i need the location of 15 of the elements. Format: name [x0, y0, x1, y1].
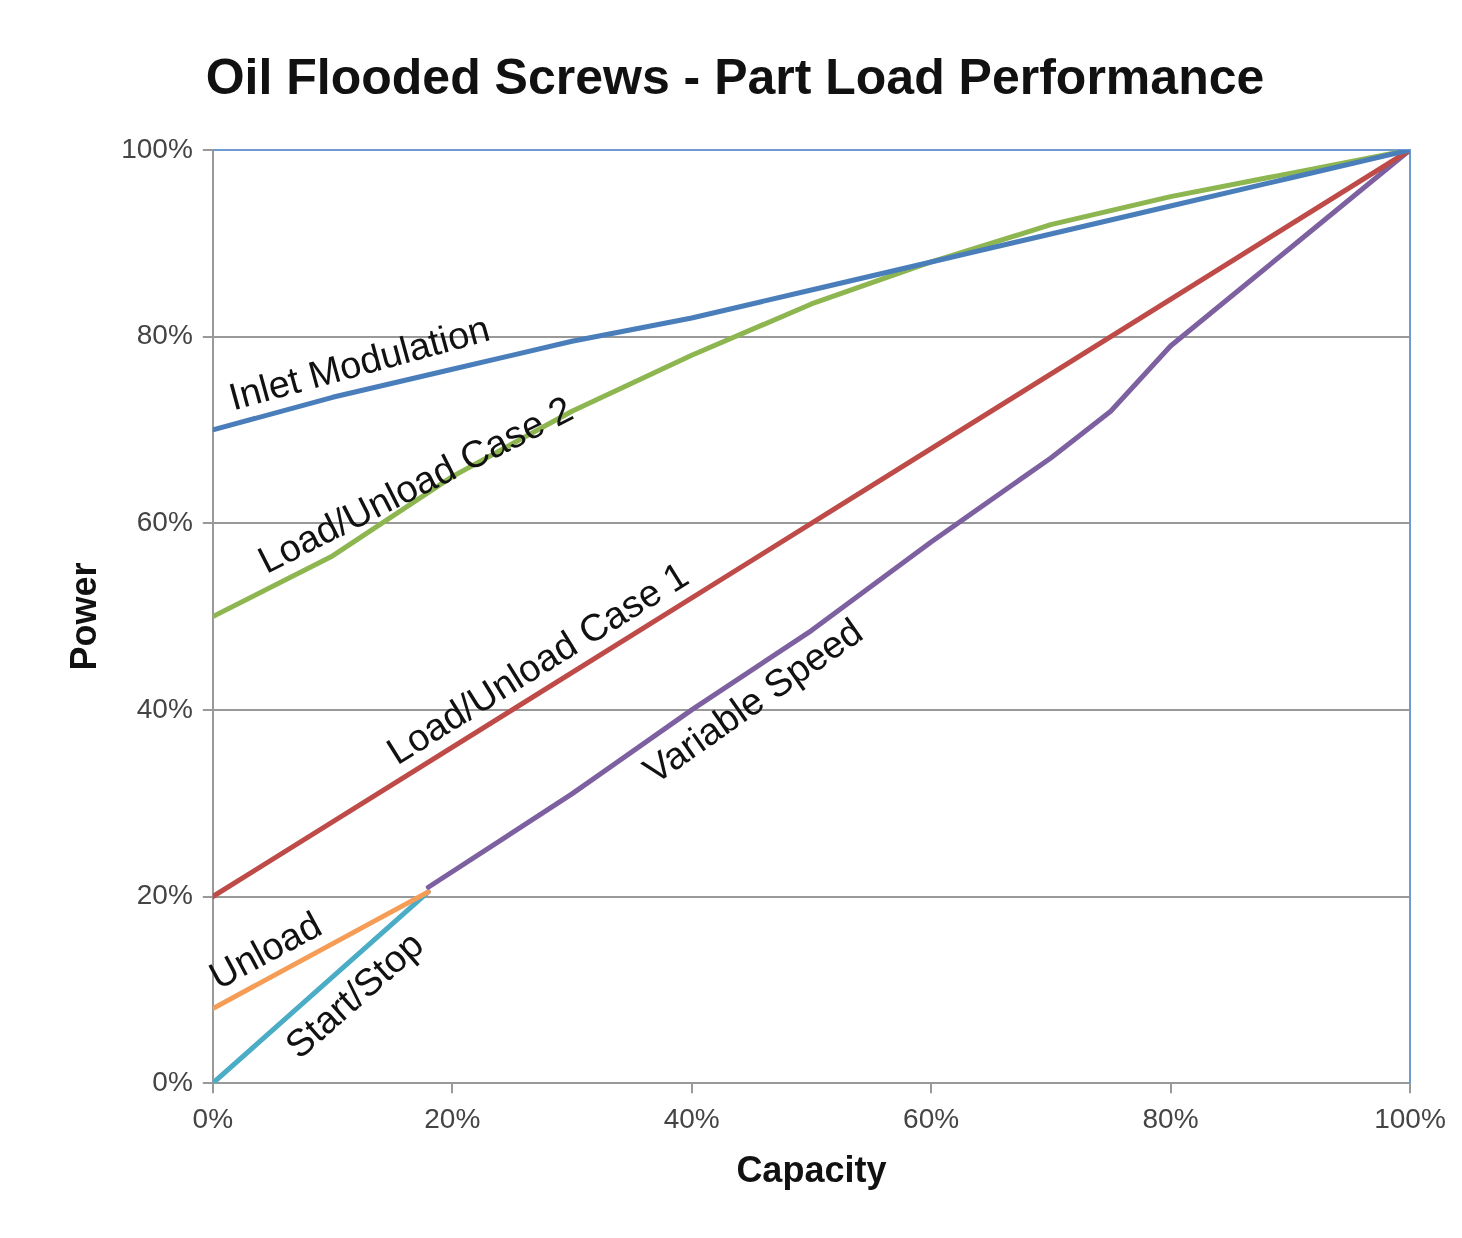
- y-tick-label: 60%: [136, 506, 193, 537]
- x-tick-label: 40%: [663, 1102, 720, 1134]
- x-tick-label: 0%: [192, 1102, 234, 1134]
- chart-title: Oil Flooded Screws - Part Load Performance: [205, 48, 1265, 105]
- y-tick-label: 20%: [136, 879, 193, 911]
- y-tick-label: 100%: [121, 132, 193, 164]
- x-tick-label: 20%: [424, 1102, 481, 1134]
- x-axis-title: Capacity: [736, 1149, 887, 1191]
- x-tick-label: 60%: [903, 1102, 960, 1134]
- x-tick-label: 100%: [1374, 1102, 1446, 1134]
- y-tick-label: 80%: [136, 319, 193, 351]
- x-tick-label: 80%: [1142, 1102, 1199, 1134]
- y-tick-label: 0%: [152, 1065, 193, 1097]
- y-axis-title: Power: [62, 562, 104, 671]
- y-tick-label: 40%: [136, 692, 193, 724]
